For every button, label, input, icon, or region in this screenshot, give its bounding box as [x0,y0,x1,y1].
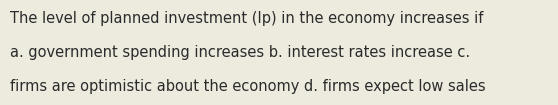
Text: a. government spending increases b. interest rates increase c.: a. government spending increases b. inte… [10,45,470,60]
Text: firms are optimistic about the economy d. firms expect low sales: firms are optimistic about the economy d… [10,79,485,94]
Text: The level of planned investment (Ip) in the economy increases if: The level of planned investment (Ip) in … [10,11,483,26]
